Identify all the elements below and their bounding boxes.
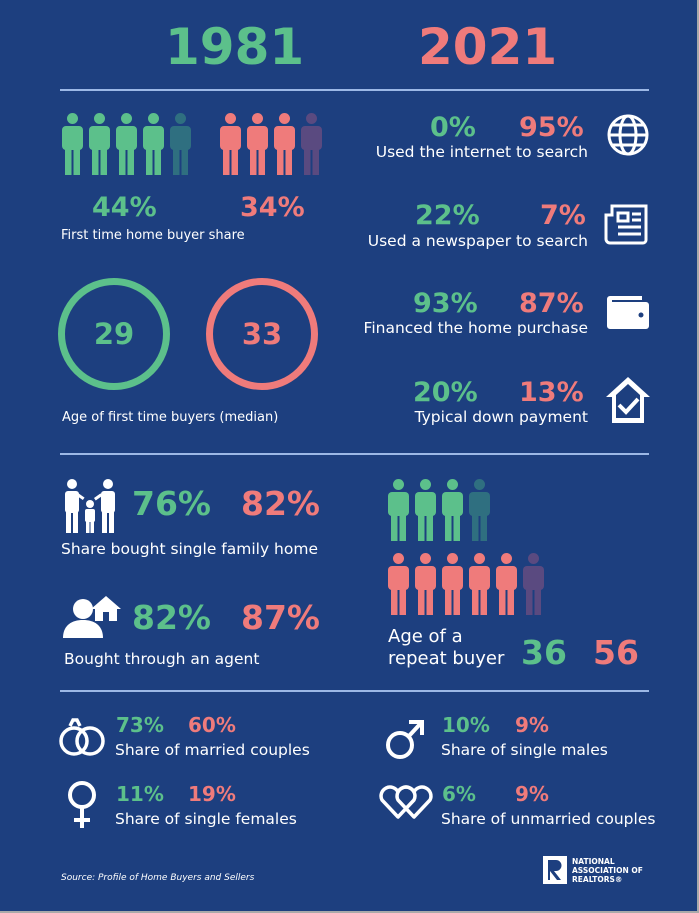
logo-line: REALTORS® <box>572 874 623 884</box>
agent-label: Bought through an agent <box>64 650 260 668</box>
person-icon <box>170 113 191 175</box>
logo-line: ASSOCIATION OF <box>572 865 643 875</box>
single-females-1981: 11% <box>116 782 164 806</box>
divider <box>60 453 649 455</box>
newspaper-icon <box>604 204 648 245</box>
person-icon <box>89 113 110 175</box>
person-icon <box>442 479 463 541</box>
person-icon <box>247 113 268 175</box>
logo-text: NATIONAL ASSOCIATION OF REALTORS® <box>572 857 643 884</box>
logo-line: NATIONAL <box>572 856 615 866</box>
house-check-icon <box>606 377 650 423</box>
single-family-2021: 82% <box>241 484 320 523</box>
newspaper-2021: 7% <box>540 200 586 231</box>
internet-2021: 95% <box>519 112 584 143</box>
married-1981: 73% <box>116 713 164 737</box>
wallet-icon <box>607 296 649 329</box>
person-icon <box>415 553 436 615</box>
unmarried-label: Share of unmarried couples <box>441 810 656 828</box>
person-icon <box>62 113 83 175</box>
age-circle-1981: 29 <box>58 278 170 390</box>
newspaper-1981: 22% <box>415 200 480 231</box>
person-icon <box>388 479 409 541</box>
divider <box>60 690 649 692</box>
person-icon <box>220 113 241 175</box>
divider <box>60 89 649 91</box>
first-time-age-label: Age of first time buyers (median) <box>62 410 279 425</box>
married-2021: 60% <box>188 713 236 737</box>
people-icons-2021-first-time <box>220 113 322 175</box>
male-symbol-icon <box>386 720 424 759</box>
repeat-age-1981: 36 <box>521 633 567 672</box>
realtor-r-icon <box>543 856 567 884</box>
single-females-2021: 19% <box>188 782 236 806</box>
person-icon <box>388 553 409 615</box>
unmarried-2021: 9% <box>515 782 549 806</box>
married-label: Share of married couples <box>115 741 310 759</box>
person-icon <box>274 113 295 175</box>
newspaper-label: Used a newspaper to search <box>367 232 588 250</box>
people-icons-2021-repeat <box>388 553 544 615</box>
down-payment-1981: 20% <box>413 377 478 408</box>
person-icon <box>496 553 517 615</box>
financed-1981: 93% <box>413 288 478 319</box>
internet-label: Used the internet to search <box>375 143 588 161</box>
repeat-age-2021: 56 <box>593 633 639 672</box>
people-icons-1981-repeat <box>388 479 490 541</box>
agent-1981: 82% <box>132 598 211 637</box>
person-icon <box>523 553 544 615</box>
unmarried-1981: 6% <box>442 782 476 806</box>
first-time-share-label: First time home buyer share <box>61 228 245 243</box>
person-icon <box>143 113 164 175</box>
person-icon <box>469 479 490 541</box>
year-1981: 1981 <box>165 18 305 76</box>
single-males-label: Share of single males <box>441 741 608 759</box>
single-family-1981: 76% <box>132 484 211 523</box>
agent-2021: 87% <box>241 598 320 637</box>
agent-house-icon <box>63 596 121 638</box>
financed-label: Financed the home purchase <box>363 319 588 337</box>
family-icon <box>65 479 115 533</box>
person-icon <box>469 553 490 615</box>
financed-2021: 87% <box>519 288 584 319</box>
single-males-2021: 9% <box>515 713 549 737</box>
single-females-label: Share of single females <box>115 810 297 828</box>
person-icon <box>415 479 436 541</box>
single-males-1981: 10% <box>442 713 490 737</box>
down-payment-label: Typical down payment <box>414 408 588 426</box>
repeat-age-label: Age of a repeat buyer <box>388 626 504 670</box>
source-note: Source: Profile of Home Buyers and Selle… <box>61 873 255 883</box>
first-time-share-1981: 44% <box>92 192 157 223</box>
people-icons-1981-first-time <box>62 113 191 175</box>
single-family-label: Share bought single family home <box>61 540 318 558</box>
person-icon <box>301 113 322 175</box>
person-icon <box>442 553 463 615</box>
person-icon <box>116 113 137 175</box>
nar-logo: NATIONAL ASSOCIATION OF REALTORS® <box>543 856 643 884</box>
repeat-age-label-line2: repeat buyer <box>388 648 505 669</box>
first-time-share-2021: 34% <box>240 192 305 223</box>
age-circle-2021: 33 <box>206 278 318 390</box>
rings-icon <box>59 718 105 756</box>
hearts-icon <box>379 785 433 819</box>
repeat-age-label-line1: Age of a <box>388 626 463 647</box>
female-symbol-icon <box>68 781 96 828</box>
globe-icon <box>607 114 649 156</box>
year-2021: 2021 <box>418 18 558 76</box>
down-payment-2021: 13% <box>519 377 584 408</box>
internet-1981: 0% <box>430 112 476 143</box>
